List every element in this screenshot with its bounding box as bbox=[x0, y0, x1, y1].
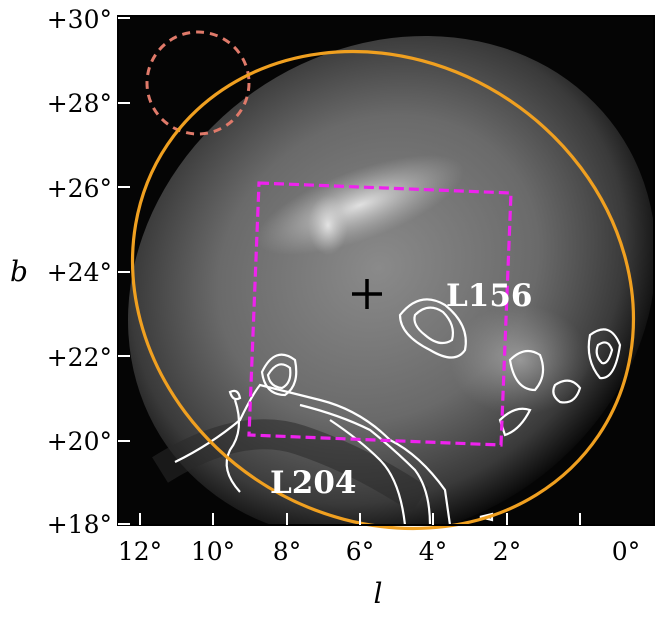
x-tick-label: 12° bbox=[118, 537, 162, 566]
y-tick-label: +28° bbox=[47, 89, 112, 118]
x-tick-label: 10° bbox=[191, 537, 235, 566]
x-tick-label: 8° bbox=[273, 537, 301, 566]
x-tick-label: 6° bbox=[346, 537, 374, 566]
x-tick-label: 4° bbox=[419, 537, 447, 566]
x-tick-label: 0° bbox=[612, 537, 640, 566]
y-tick-label: +22° bbox=[47, 343, 112, 372]
label-l204: L204 bbox=[270, 465, 357, 501]
y-tick-label: +26° bbox=[47, 174, 112, 203]
y-axis-title: b bbox=[10, 255, 28, 288]
y-tick-label: +20° bbox=[47, 427, 112, 456]
label-l156: L156 bbox=[446, 278, 533, 314]
y-tick-label: +30° bbox=[47, 5, 112, 34]
y-tick-label: +24° bbox=[47, 258, 112, 287]
bright-knot bbox=[308, 195, 348, 255]
y-tick-label: +18° bbox=[47, 510, 112, 539]
bright-patch bbox=[450, 305, 590, 415]
x-tick-label: 2° bbox=[493, 537, 521, 566]
x-axis-title: l bbox=[374, 577, 383, 610]
